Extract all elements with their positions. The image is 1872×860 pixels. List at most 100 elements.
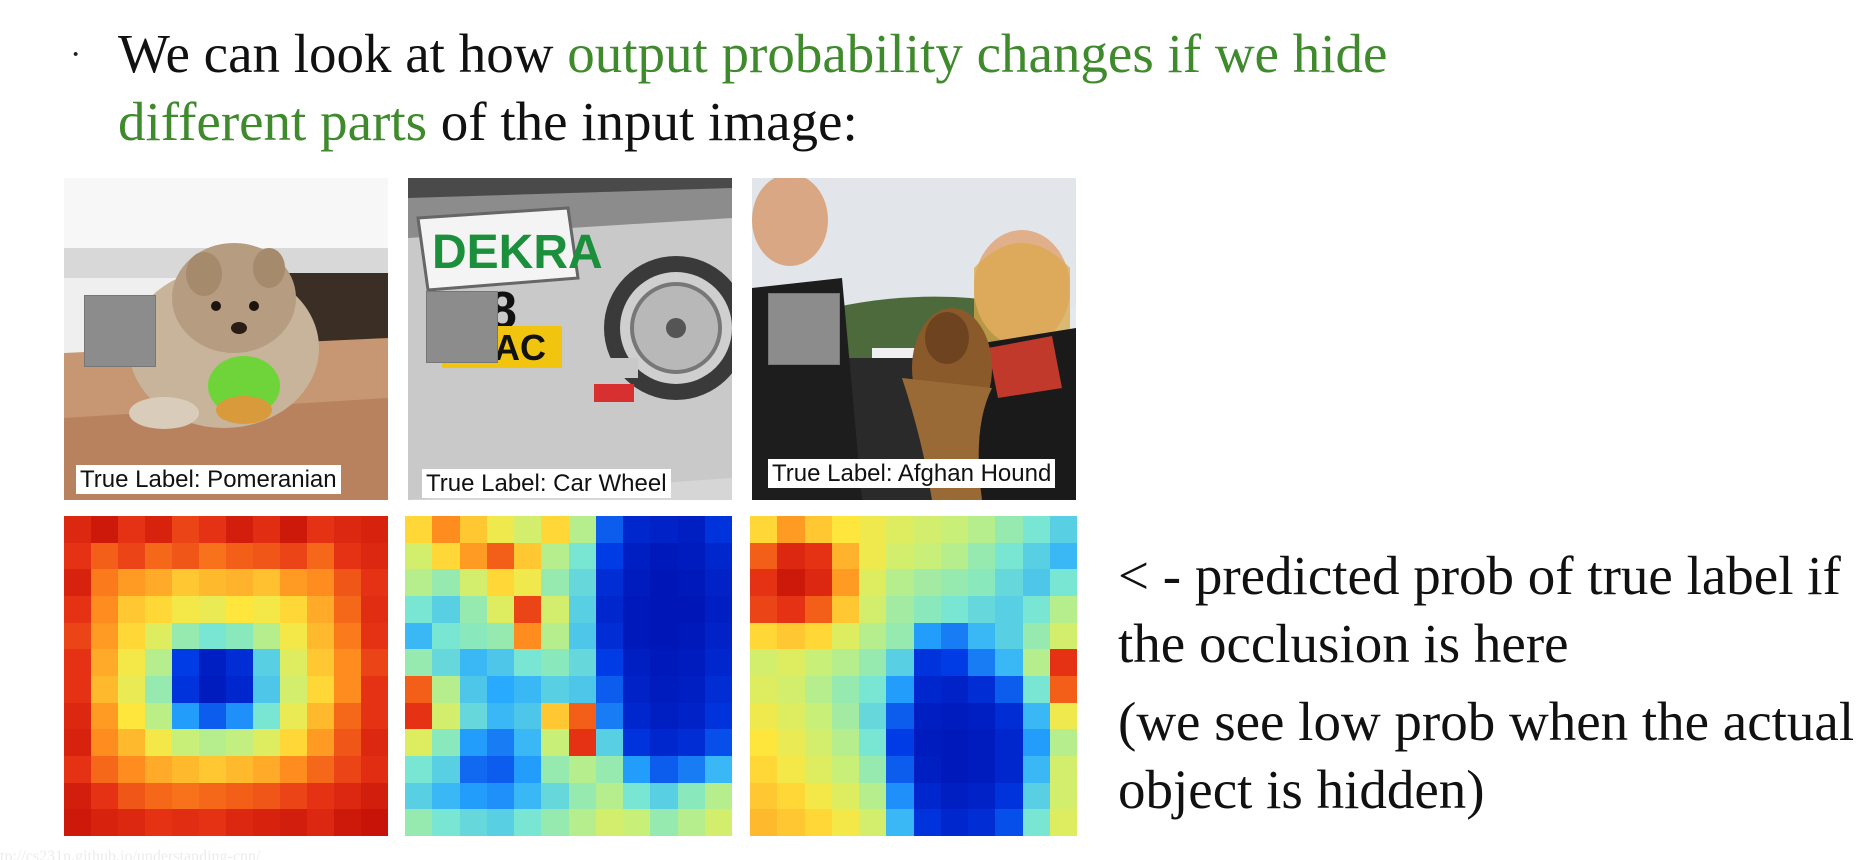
- heatmap-cell: [777, 622, 806, 651]
- heatmap-cell: [361, 676, 388, 704]
- heatmap-cell: [226, 649, 254, 678]
- heatmap-cell: [145, 676, 173, 704]
- heatmap-cell: [995, 649, 1024, 678]
- svg-text:DEKRA: DEKRA: [432, 226, 603, 279]
- heatmap-cell: [623, 702, 651, 731]
- heatmap-cell: [804, 622, 833, 651]
- heatmap-cell: [226, 596, 254, 624]
- heatmap-cell: [541, 702, 570, 731]
- heatmap-cell: [750, 596, 778, 624]
- heatmap-cell: [91, 622, 119, 651]
- heatmap-cell: [568, 542, 597, 571]
- heatmap-cell: [405, 622, 433, 651]
- heatmap-cell: [280, 782, 308, 811]
- heatmap-cell: [913, 516, 942, 544]
- heatmap-cell: [886, 516, 915, 544]
- heatmap-cell: [459, 622, 488, 651]
- heatmap-cell: [704, 702, 732, 731]
- heatmap-cell: [432, 756, 461, 784]
- heatmap-cell: [253, 729, 281, 758]
- heatmap-cell: [172, 596, 200, 624]
- heatmap-cell: [886, 729, 915, 758]
- slide-headline: We can look at how output probability ch…: [118, 20, 1578, 156]
- heatmap-cell: [280, 622, 308, 651]
- heatmap-cell: [405, 729, 433, 758]
- heatmap-cell: [750, 702, 778, 731]
- heatmap-cell: [307, 542, 335, 571]
- heatmap-cell: [486, 729, 515, 758]
- heatmap-cell: [514, 676, 542, 704]
- heatmap-cell: [831, 702, 860, 731]
- heatmap-cell: [1022, 676, 1051, 704]
- heatmap-cell: [172, 729, 200, 758]
- heatmap-cell: [541, 729, 570, 758]
- heatmap-cell: [118, 676, 146, 704]
- heatmap-cell: [940, 569, 969, 598]
- heatmap-cell: [886, 676, 915, 704]
- heatmap-cell: [334, 569, 362, 598]
- heatmap-cell: [361, 702, 388, 731]
- heatmap-cell: [568, 782, 597, 811]
- heatmap-cell: [995, 809, 1024, 836]
- pomeranian-image: [64, 178, 388, 500]
- heatmap-cell: [777, 702, 806, 731]
- heatmap-cell: [145, 569, 173, 598]
- heatmap-cell: [995, 516, 1024, 544]
- heatmap-cell: [750, 756, 778, 784]
- heatmap-cell: [913, 596, 942, 624]
- heatmap-cell: [405, 649, 433, 678]
- heatmap-cell: [804, 569, 833, 598]
- heatmap-cell: [459, 809, 488, 836]
- heatmap-cell: [1022, 782, 1051, 811]
- heatmap-cell: [541, 542, 570, 571]
- heatmap-cell: [199, 756, 227, 784]
- heatmap-cell: [568, 676, 597, 704]
- heatmap-cell: [361, 569, 388, 598]
- heatmap-cell: [405, 596, 433, 624]
- heatmap-cell: [514, 702, 542, 731]
- heatmap-cell: [913, 569, 942, 598]
- heatmap-cell: [541, 756, 570, 784]
- heatmap-cell: [650, 809, 679, 836]
- heatmap-cell: [361, 542, 388, 571]
- heatmap-cell: [145, 782, 173, 811]
- car-wheel-heatmap: [405, 516, 732, 836]
- heatmap-cell: [459, 676, 488, 704]
- heatmap-cell: [334, 702, 362, 731]
- heatmap-cell: [777, 516, 806, 544]
- heatmap-cell: [1022, 809, 1051, 836]
- heatmap-cell: [307, 596, 335, 624]
- heatmap-cell: [486, 596, 515, 624]
- afghan-hound-photo: True Label: Afghan Hound: [752, 178, 1076, 500]
- heatmap-cell: [968, 569, 996, 598]
- heatmap-cell: [459, 569, 488, 598]
- heatmap-cell: [777, 542, 806, 571]
- heatmap-cell: [405, 702, 433, 731]
- heatmap-cell: [334, 649, 362, 678]
- heatmap-cell: [172, 809, 200, 836]
- heatmap-cell: [777, 809, 806, 836]
- pomeranian-heatmap: [64, 516, 388, 836]
- heatmap-cell: [623, 516, 651, 544]
- heatmap-cell: [623, 782, 651, 811]
- heatmap-cell: [334, 756, 362, 784]
- heatmap-cell: [118, 596, 146, 624]
- heatmap-cell: [704, 516, 732, 544]
- heatmap-cell: [913, 782, 942, 811]
- heatmap-cell: [226, 542, 254, 571]
- heatmap-cell: [514, 809, 542, 836]
- heatmap-cell: [804, 596, 833, 624]
- heatmap-cell: [940, 516, 969, 544]
- heatmap-cell: [91, 729, 119, 758]
- heatmap-cell: [405, 756, 433, 784]
- heatmap-cell: [253, 622, 281, 651]
- heatmap-cell: [995, 702, 1024, 731]
- heatmap-cell: [650, 569, 679, 598]
- heatmap-cell: [595, 569, 624, 598]
- heatmap-cell: [804, 809, 833, 836]
- heatmap-cell: [777, 782, 806, 811]
- heatmap-cell: [172, 622, 200, 651]
- heatmap-cell: [64, 756, 92, 784]
- heatmap-cell: [886, 649, 915, 678]
- heatmap-cell: [940, 756, 969, 784]
